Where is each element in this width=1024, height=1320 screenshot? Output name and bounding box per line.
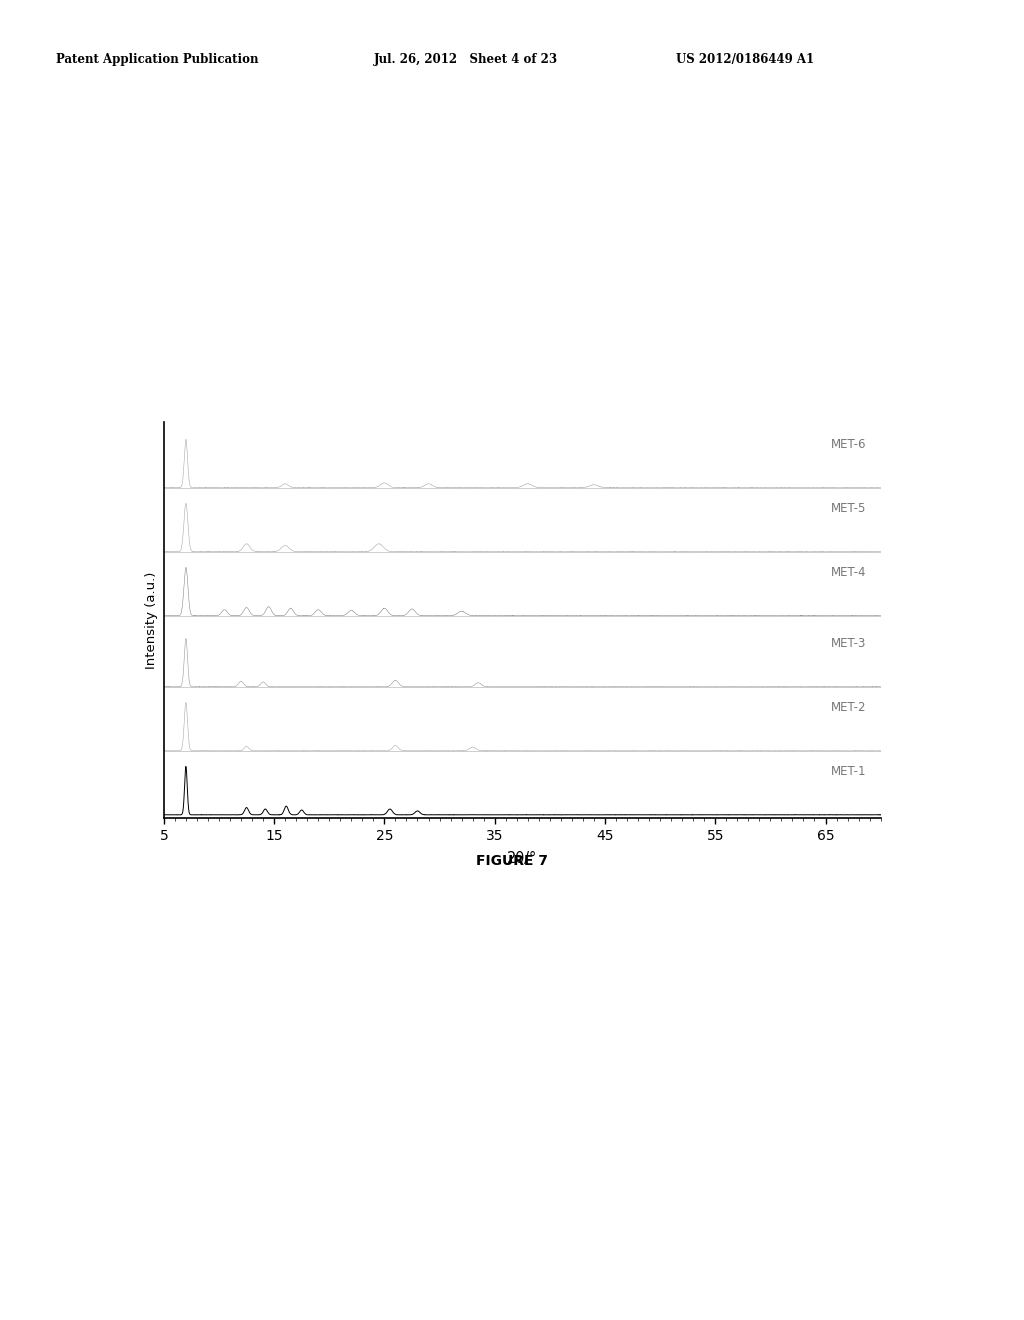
X-axis label: 2θ/°: 2θ/° <box>507 851 538 866</box>
Y-axis label: Intensity (a.u.): Intensity (a.u.) <box>145 572 159 669</box>
Text: MET-6: MET-6 <box>831 438 866 450</box>
Text: MET-4: MET-4 <box>831 566 866 578</box>
Text: MET-2: MET-2 <box>831 701 866 714</box>
Text: MET-3: MET-3 <box>831 636 866 649</box>
Text: MET-5: MET-5 <box>831 502 866 515</box>
Text: MET-1: MET-1 <box>831 764 866 777</box>
Text: Jul. 26, 2012   Sheet 4 of 23: Jul. 26, 2012 Sheet 4 of 23 <box>374 53 558 66</box>
Text: FIGURE 7: FIGURE 7 <box>476 854 548 867</box>
Text: US 2012/0186449 A1: US 2012/0186449 A1 <box>676 53 814 66</box>
Text: Patent Application Publication: Patent Application Publication <box>56 53 259 66</box>
